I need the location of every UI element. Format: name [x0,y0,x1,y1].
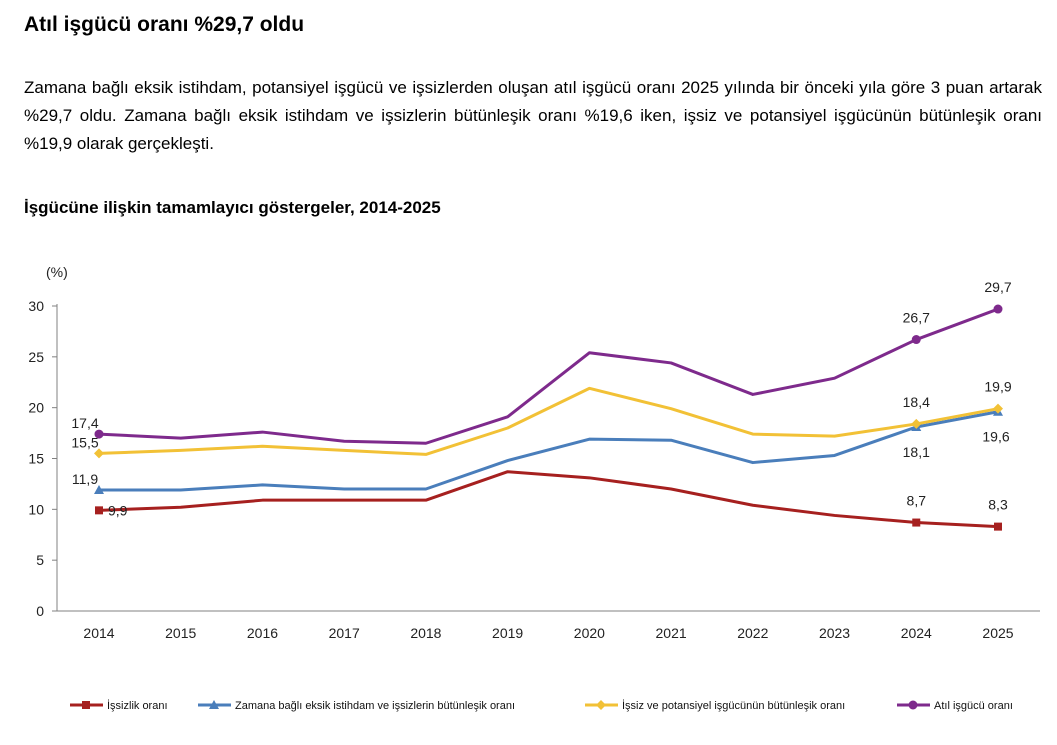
data-point-marker [911,418,922,429]
y-tick-label: 10 [28,501,44,517]
data-label: 15,5 [71,434,98,450]
data-label: 29,7 [984,279,1011,295]
legend-label: Zamana bağlı eksik istihdam ve işsizleri… [235,700,515,712]
y-axis-unit-label: (%) [46,264,68,280]
data-label: 8,7 [907,493,927,509]
summary-paragraph: Zamana bağlı eksik istihdam, potansiyel … [24,78,1042,153]
chart-title: İşgücüne ilişkin tamamlayıcı göstergeler… [24,198,441,217]
series-3: 15,5 18,4 19,9 [71,379,1012,459]
data-label: 11,9 [72,471,98,487]
x-tick-label: 2023 [819,625,850,641]
data-label: 19,9 [984,379,1011,395]
y-tick-label: 15 [28,451,44,467]
legend-label: Atıl işgücü oranı [934,700,1013,712]
legend-item-4: Atıl işgücü oranı [897,700,1013,712]
legend-label: İşsiz ve potansiyel işgücünün bütünleşik… [622,699,845,712]
legend-marker [209,700,219,709]
y-tick-label: 5 [36,552,44,568]
legend-item-1: İşsizlik oranı [70,699,168,712]
data-label: 19,6 [982,429,1009,445]
series-line [98,386,999,456]
x-tick-label: 2021 [656,625,687,641]
y-tick-label: 30 [28,298,44,314]
page-heading: Atıl işgücü oranı %29,7 oldu [24,13,305,36]
series-1: 9,9 8,7 8,3 [95,470,1008,531]
x-tick-label: 2025 [982,625,1013,641]
legend-marker [82,701,90,709]
y-tick-label: 20 [28,400,44,416]
x-tick-label: 2024 [901,625,932,641]
y-tick-label: 25 [28,349,44,365]
data-label: 26,7 [903,310,930,326]
x-tick-label: 2019 [492,625,523,641]
data-point-marker [993,304,1003,314]
series-line [98,470,999,529]
data-point-marker [993,403,1003,414]
data-label: 9,9 [108,502,128,518]
data-point-marker [94,485,104,495]
data-label: 18,4 [903,394,930,410]
x-tick-label: 2014 [83,625,114,641]
legend-marker [908,700,918,710]
legend-marker [596,700,606,710]
data-label: 18,1 [903,444,930,460]
legend-item-3: İşsiz ve potansiyel işgücünün bütünleşik… [585,699,845,712]
data-point-marker [94,429,104,439]
legend-label: İşsizlik oranı [107,699,168,712]
x-tick-label: 2016 [247,625,278,641]
x-tick-label: 2017 [329,625,360,641]
legend-item-2: Zamana bağlı eksik istihdam ve işsizleri… [198,700,515,712]
series-line [98,307,999,445]
data-point-marker [994,522,1002,531]
data-label: 17,4 [71,415,98,431]
x-tick-label: 2018 [410,625,441,641]
x-tick-label: 2022 [737,625,768,641]
y-tick-label: 0 [36,603,44,619]
series-2: 11,9 18,1 19,6 [72,406,1010,495]
data-point-marker [911,335,921,345]
x-tick-label: 2020 [574,625,605,641]
series-line [99,410,999,492]
data-point-marker [95,506,103,515]
data-point-marker [94,448,104,459]
data-label: 8,3 [988,497,1008,513]
data-point-marker [912,518,921,527]
x-tick-label: 2015 [165,625,196,641]
series-4: 17,4 26,7 29,7 [71,279,1012,445]
